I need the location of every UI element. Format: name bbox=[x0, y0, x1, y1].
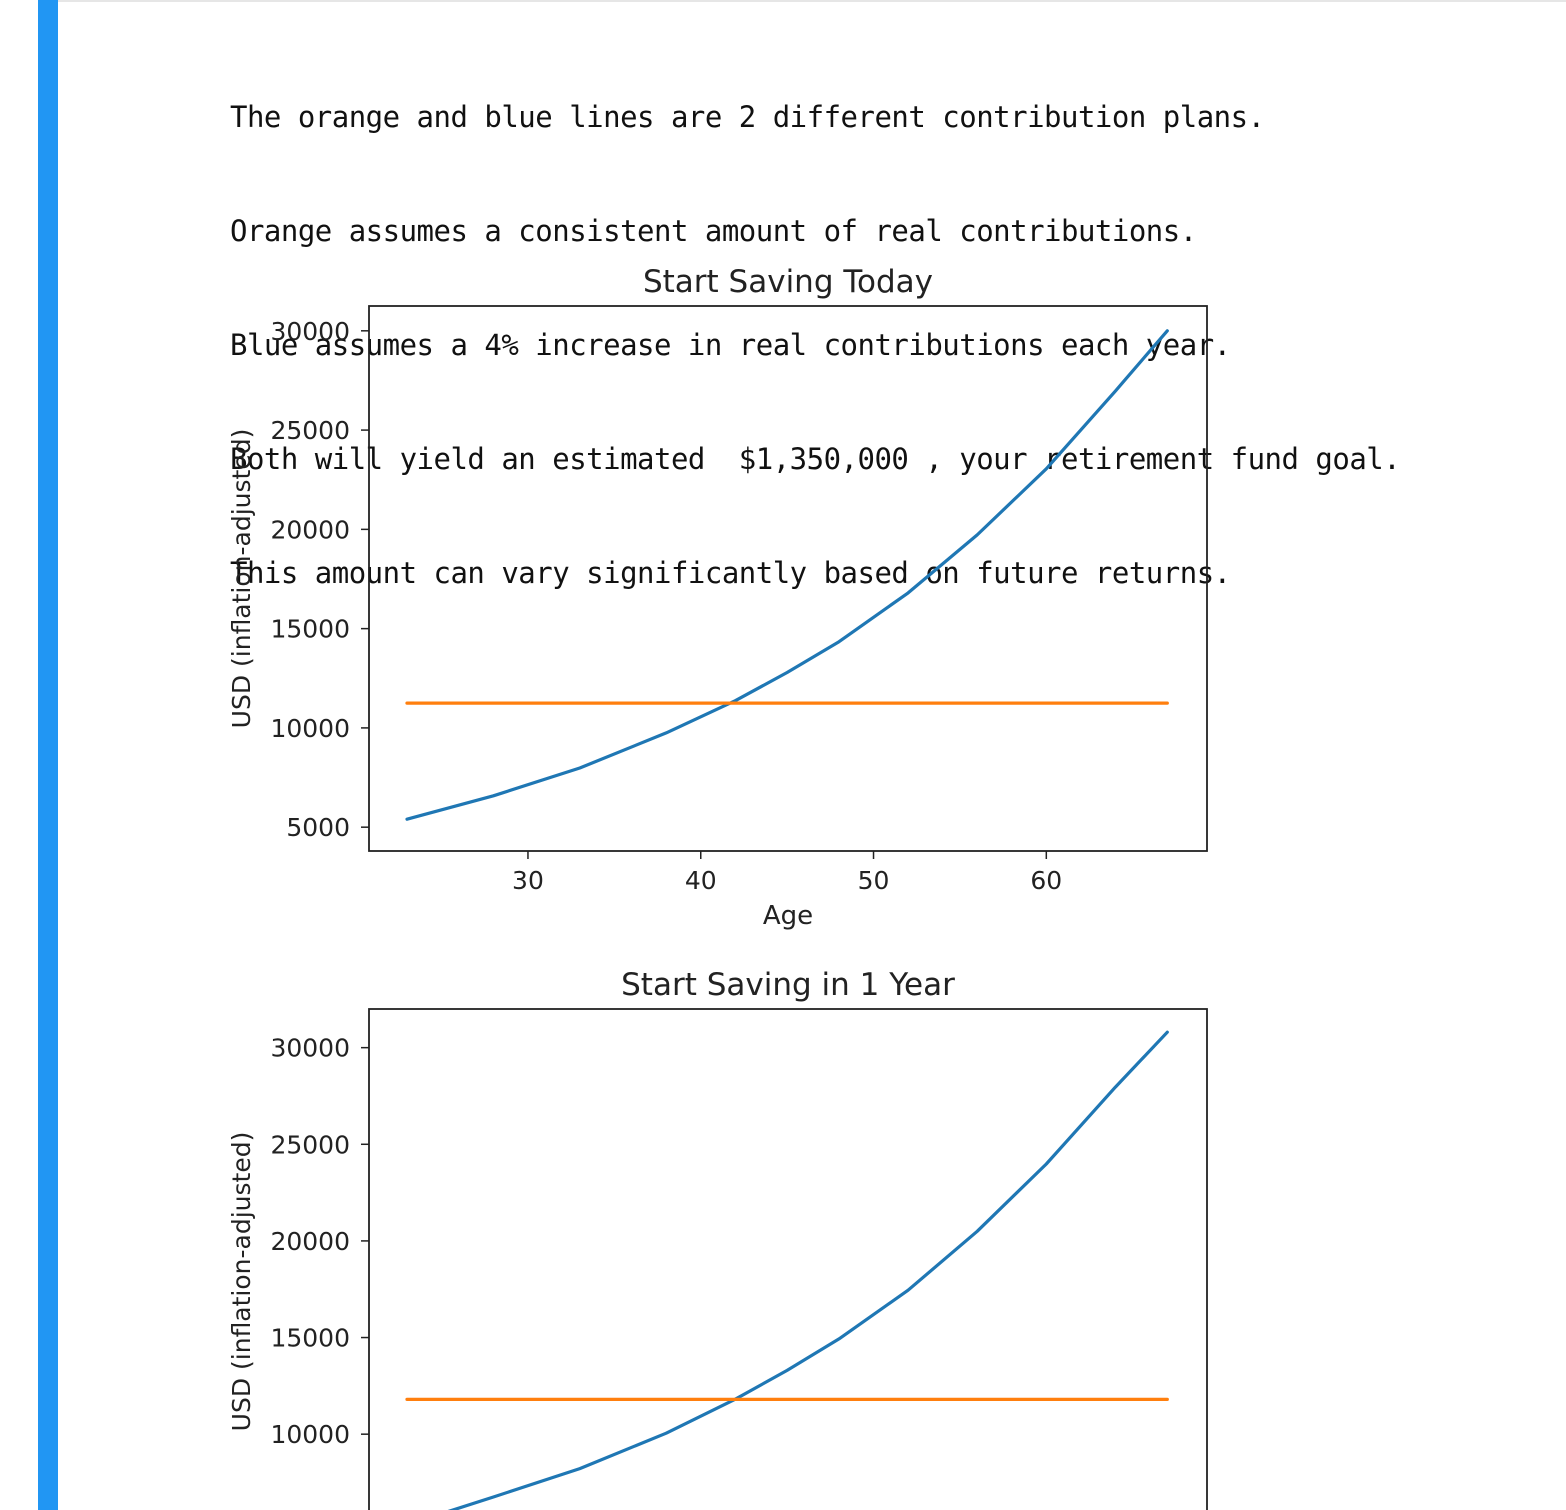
x-tick-label: 30 bbox=[512, 866, 544, 895]
cell-selection-bar[interactable] bbox=[38, 0, 58, 1510]
y-axis-label: USD (inflation-adjusted) bbox=[227, 429, 256, 729]
chart-title: Start Saving in 1 Year bbox=[621, 967, 955, 1003]
y-axis-label: USD (inflation-adjusted) bbox=[227, 1132, 256, 1432]
y-tick-label: 25000 bbox=[270, 416, 350, 445]
y-tick-label: 15000 bbox=[270, 615, 350, 644]
y-tick-label: 10000 bbox=[270, 714, 350, 743]
blue-increasing-contributions-line bbox=[405, 329, 1169, 821]
output-line: Orange assumes a consistent amount of re… bbox=[230, 214, 1197, 248]
y-tick-label: 20000 bbox=[270, 515, 350, 544]
y-tick-label: 15000 bbox=[270, 1324, 350, 1353]
blue-increasing-contributions-line bbox=[447, 1030, 1169, 1510]
y-tick-label: 10000 bbox=[270, 1420, 350, 1449]
x-tick-label: 50 bbox=[858, 866, 890, 895]
chart-start-saving-today: Start Saving Today USD (inflation-adjuste… bbox=[227, 264, 1208, 931]
x-axis-label: Age bbox=[763, 901, 813, 931]
output-line: The orange and blue lines are 2 differen… bbox=[230, 100, 1265, 134]
output-line: Both will yield an estimated $1,350,000 … bbox=[230, 442, 1401, 476]
output-line: This amount can vary significantly based… bbox=[230, 556, 1231, 590]
y-tick-label: 30000 bbox=[270, 317, 350, 346]
y-tick-label: 20000 bbox=[270, 1227, 350, 1256]
output-line: Blue assumes a 4% increase in real contr… bbox=[230, 328, 1231, 362]
plot-frame bbox=[368, 305, 1208, 852]
chart-title: Start Saving Today bbox=[643, 264, 933, 300]
x-tick-label: 40 bbox=[685, 866, 717, 895]
cell-divider bbox=[58, 0, 1566, 2]
x-tick-label: 60 bbox=[1030, 866, 1062, 895]
y-tick-label: 25000 bbox=[270, 1130, 350, 1159]
y-tick-label: 30000 bbox=[270, 1034, 350, 1063]
cell-output-text: The orange and blue lines are 2 differen… bbox=[230, 22, 1401, 630]
y-tick-label: 5000 bbox=[286, 813, 350, 842]
plot-frame bbox=[368, 1008, 1208, 1510]
